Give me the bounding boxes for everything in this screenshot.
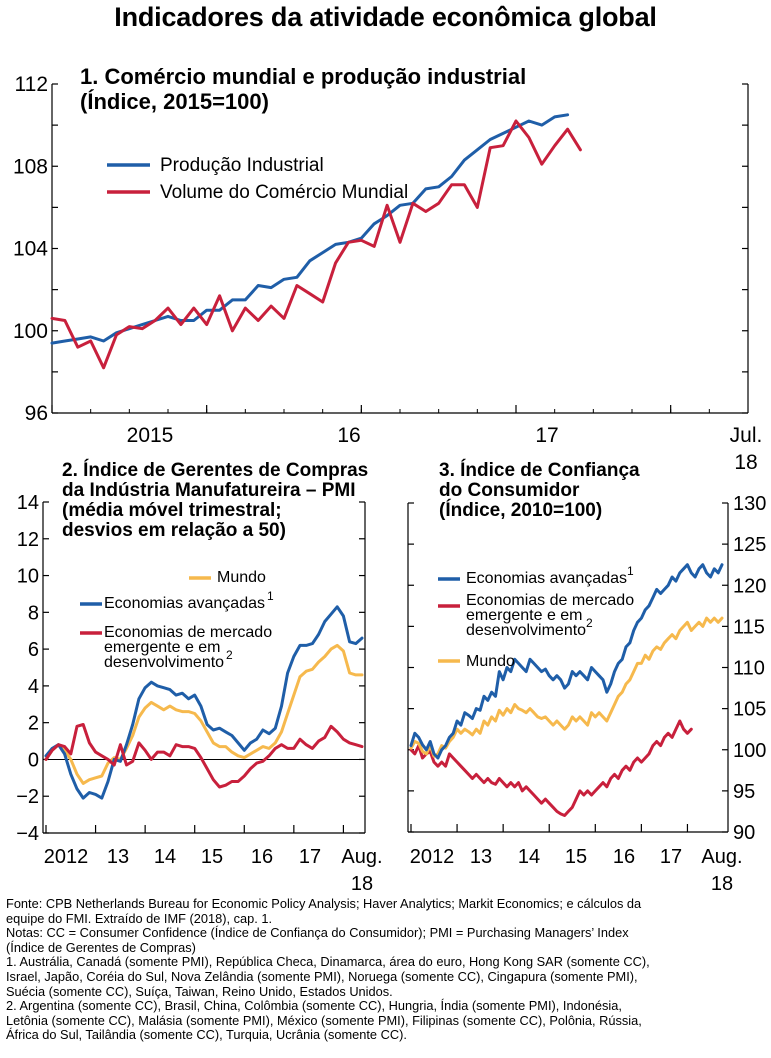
y-tick-label: 2: [28, 713, 39, 735]
x-tick-label: Jul.: [730, 424, 763, 447]
y-tick-label: 96: [25, 402, 48, 425]
legend-footnote-mark: 2: [226, 648, 233, 662]
panel-title: (Índice, 2010=100): [439, 499, 602, 521]
x-tick-label: 2015: [127, 424, 174, 447]
x-tick-label: 15: [201, 846, 223, 868]
x-tick-label: 13: [107, 846, 129, 868]
y-tick-label: 8: [28, 602, 39, 624]
y-tick-label: 0: [28, 749, 39, 771]
y-tick-label: 108: [13, 155, 48, 178]
legend-label: desenvolvimento: [104, 654, 224, 671]
panel-title: da Indústria Manufatureira – PMI: [62, 480, 356, 501]
series-line-volume-comercio: [50, 119, 582, 370]
x-tick-label: 17: [299, 846, 321, 868]
note-line: 2. Argentina (somente CC), Brasil, China…: [6, 998, 622, 1014]
y-tick-label: 110: [733, 658, 765, 680]
y-tick-label: 100: [13, 320, 48, 343]
series-line-yellow: [409, 616, 724, 758]
x-tick-label: 16: [337, 424, 360, 447]
series-line-producao-industrial: [50, 113, 570, 345]
panel-title: (média móvel trimestral;: [62, 500, 282, 521]
panel-title: desvios em relação a 50): [62, 520, 286, 541]
note-line: (Índice de Gerentes de Compras): [6, 939, 196, 955]
legend-footnote-mark: 2: [586, 616, 593, 630]
x-tick-label: Aug.: [341, 846, 382, 868]
y-tick-label: 10: [17, 566, 39, 588]
x-tick-label: 15: [565, 846, 587, 868]
x-tick-label: 16: [613, 846, 635, 868]
series-line-red: [44, 723, 364, 789]
y-tick-label: 12: [17, 529, 39, 551]
y-tick-label: −4: [16, 823, 39, 845]
y-tick-label: 120: [733, 575, 766, 597]
x-tick-label: 2012: [44, 846, 89, 868]
x-tick-label: 18: [711, 873, 733, 895]
note-line: Letônia (somente CC), Malásia (somente P…: [6, 1012, 642, 1028]
series-line-blue: [44, 605, 364, 800]
legend-label: desenvolvimento: [466, 622, 586, 639]
x-tick-label: 17: [660, 846, 682, 868]
y-tick-label: −2: [16, 786, 39, 808]
x-tick-label: 16: [251, 846, 273, 868]
y-tick-label: 6: [28, 639, 39, 661]
legend-label: Produção Industrial: [160, 155, 324, 176]
y-tick-label: 130: [733, 493, 766, 515]
note-line: 1. Austrália, Canadá (somente PMI), Repú…: [6, 954, 650, 970]
legend-label: Mundo: [217, 569, 266, 586]
legend-footnote-mark: 1: [627, 564, 634, 578]
legend-label: emergente e em: [466, 607, 583, 624]
legend-label: emergente e em: [104, 639, 221, 656]
y-tick-label: 100: [733, 740, 766, 762]
note-line: Fonte: CPB Netherlands Bureau for Econom…: [6, 896, 642, 911]
y-tick-label: 95: [733, 781, 755, 803]
note-line: África do Sul, Tailândia (somente CC), T…: [6, 1027, 407, 1043]
y-tick-label: 4: [28, 676, 39, 698]
y-tick-label: 105: [733, 699, 766, 721]
figure-title: Indicadores da atividade econômica globa…: [114, 2, 657, 32]
panel-title: 2. Índice de Gerentes de Compras: [62, 459, 368, 481]
x-tick-label: 18: [351, 873, 373, 895]
series-line-red: [409, 719, 693, 817]
legend-label: Mundo: [466, 653, 515, 670]
panel-title: (Índice, 2015=100): [80, 89, 269, 114]
y-tick-label: 125: [733, 534, 766, 556]
panel-title: 3. Índice de Confiança: [439, 459, 640, 481]
note-line: Suécia (somente CC), Suíça, Taiwan, Rein…: [6, 983, 393, 999]
series-line-yellow: [44, 643, 364, 785]
legend-label: Volume do Comércio Mundial: [160, 182, 408, 203]
note-line: Notas: CC = Consumer Confidence (Índice …: [6, 925, 629, 941]
footnotes: Fonte: CPB Netherlands Bureau for Econom…: [6, 896, 768, 1043]
series-line-blue: [409, 563, 724, 760]
panel-title: 1. Comércio mundial e produção industria…: [80, 64, 526, 89]
y-tick-label: 112: [15, 73, 48, 96]
note-line: equipe do FMI. Extraído de IMF (2018), c…: [6, 910, 273, 926]
x-tick-label: 14: [518, 846, 540, 868]
note-line: Israel, Japão, Coréia do Sul, Nova Zelân…: [6, 968, 638, 984]
legend-label: Economias avançadas: [104, 595, 265, 612]
x-tick-label: 14: [154, 846, 176, 868]
legend-footnote-mark: 1: [267, 589, 274, 603]
panel-title: do Consumidor: [439, 480, 580, 501]
legend-label: Economias de mercado: [104, 624, 272, 641]
legend-label: Economias de mercado: [466, 592, 634, 609]
y-tick-label: 104: [13, 238, 48, 261]
x-tick-label: Aug.: [701, 846, 742, 868]
y-tick-label: 90: [733, 822, 755, 844]
x-tick-label: 2012: [410, 846, 455, 868]
legend-label: Economias avançadas: [466, 570, 627, 587]
x-tick-label: 13: [470, 846, 492, 868]
x-tick-label: 17: [535, 424, 558, 447]
y-tick-label: 14: [17, 492, 39, 514]
y-tick-label: 115: [733, 616, 765, 638]
x-tick-label: 18: [734, 451, 757, 474]
